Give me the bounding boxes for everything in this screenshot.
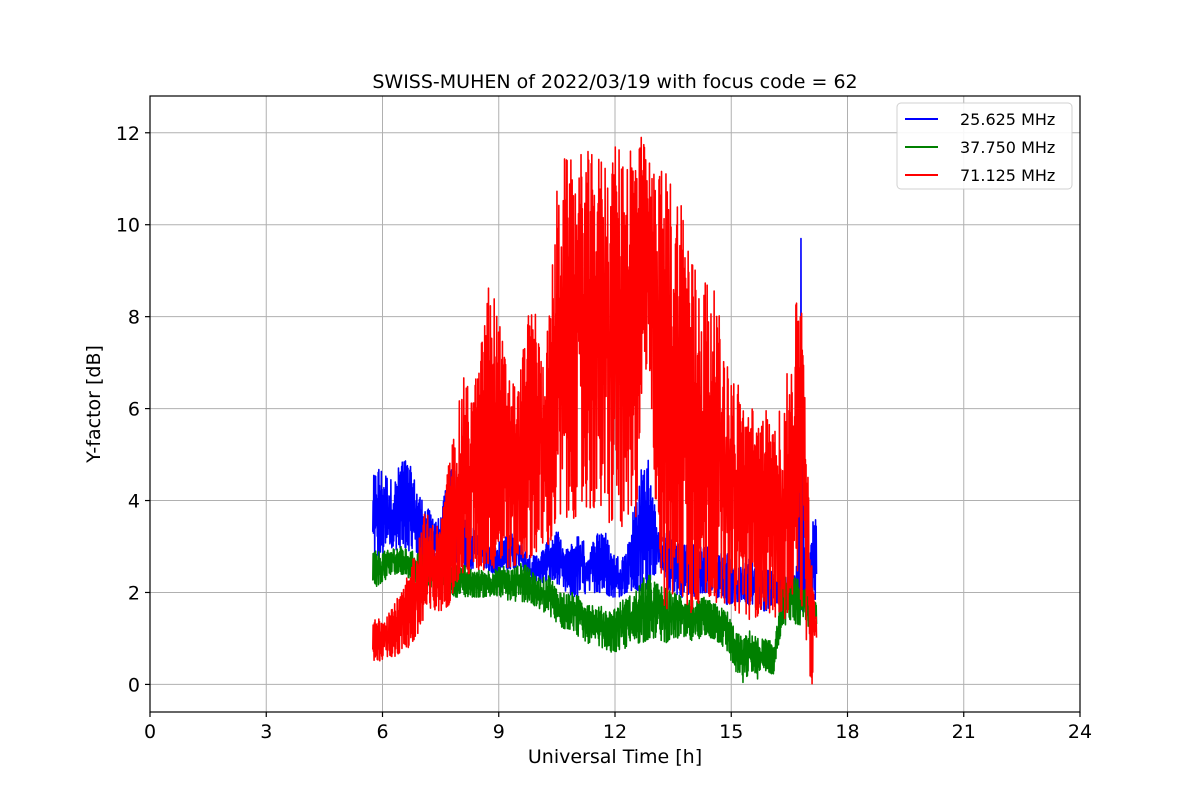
y-tick-label: 8	[128, 307, 140, 329]
y-tick-label: 2	[128, 582, 140, 604]
series-line-3	[372, 136, 818, 685]
legend-entry: 37.750 MHz	[960, 138, 1055, 157]
y-tick-label: 4	[128, 491, 140, 513]
x-tick-label: 3	[260, 721, 272, 743]
y-axis-label: Y-factor [dB]	[83, 345, 105, 464]
x-tick-label: 24	[1068, 721, 1092, 743]
legend-entry: 71.125 MHz	[960, 166, 1055, 185]
y-tick-label: 10	[116, 215, 140, 237]
y-axis: 0 2 4 6 8 10 12	[116, 123, 150, 696]
x-tick-label: 18	[835, 721, 859, 743]
x-axis-label: Universal Time [h]	[528, 746, 702, 768]
x-tick-label: 0	[144, 721, 156, 743]
y-tick-label: 12	[116, 123, 140, 145]
x-tick-label: 21	[952, 721, 976, 743]
x-tick-label: 12	[603, 721, 627, 743]
y-tick-label: 0	[128, 674, 140, 696]
legend-box	[896, 102, 1073, 190]
x-axis: 0 3 6 9 12 15 18 21 24	[144, 712, 1092, 743]
legend: 25.625 MHz 37.750 MHz 71.125 MHz	[896, 102, 1073, 190]
x-tick-label: 9	[493, 721, 505, 743]
x-tick-label: 15	[719, 721, 743, 743]
y-tick-label: 6	[128, 399, 140, 421]
x-tick-label: 6	[376, 721, 388, 743]
chart-title: SWISS-MUHEN of 2022/03/19 with focus cod…	[372, 71, 857, 93]
series-layer	[372, 136, 818, 685]
legend-entry: 25.625 MHz	[960, 110, 1055, 129]
